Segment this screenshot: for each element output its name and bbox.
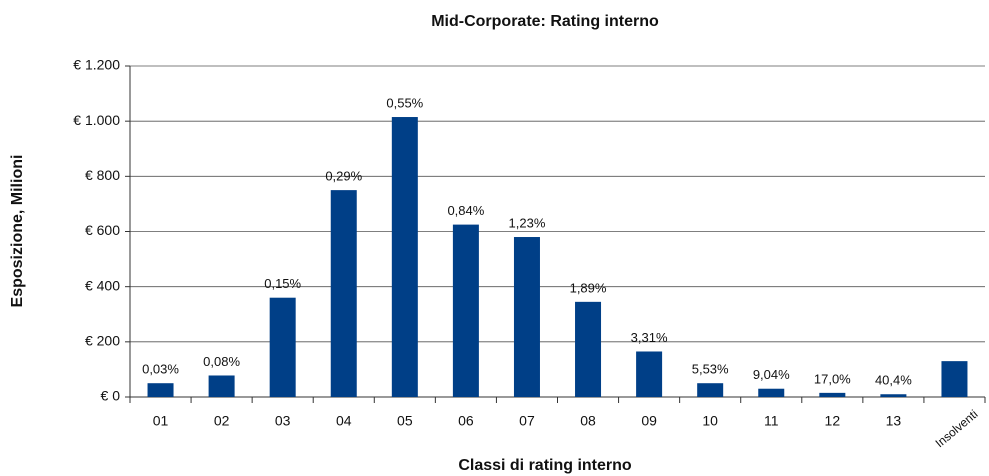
bar-annotation: 0,03% <box>142 362 179 377</box>
x-tick-label: 07 <box>519 413 535 429</box>
bar <box>330 190 357 397</box>
x-tick-label: 09 <box>641 413 657 429</box>
bar-annotation: 0,84% <box>447 203 484 218</box>
x-tick-label: 03 <box>275 413 291 429</box>
x-tick-label: 08 <box>580 413 596 429</box>
bar <box>941 361 968 397</box>
bar-annotation: 0,08% <box>203 354 240 369</box>
bar-annotation: 1,89% <box>570 280 607 295</box>
y-tick-label: € 1.200 <box>73 57 120 73</box>
x-tick-label: 04 <box>336 413 352 429</box>
x-tick-label: 12 <box>825 413 841 429</box>
chart-title: Mid-Corporate: Rating interno <box>431 13 659 30</box>
y-tick-label: € 800 <box>85 167 120 183</box>
x-tick-label: 13 <box>886 413 902 429</box>
bar-annotation: 40,4% <box>875 373 912 388</box>
x-tick-label: 05 <box>397 413 413 429</box>
x-tick-label: 01 <box>153 413 169 429</box>
x-tick-label: Insolventi <box>933 407 981 450</box>
bar-annotation: 9,04% <box>753 367 790 382</box>
bar <box>452 224 479 397</box>
bar <box>208 375 235 397</box>
bar <box>391 117 418 397</box>
y-tick-label: € 200 <box>85 333 120 349</box>
x-tick-label: 02 <box>214 413 230 429</box>
x-tick-label: 10 <box>702 413 718 429</box>
x-tick-label: 11 <box>764 413 779 429</box>
y-tick-label: € 1.000 <box>73 112 120 128</box>
y-tick-label: € 600 <box>85 222 120 238</box>
bar-annotation: 0,55% <box>386 95 423 110</box>
y-axis-title: Esposizione, Milioni <box>9 155 26 308</box>
bar <box>880 394 907 397</box>
x-tick-label: 06 <box>458 413 474 429</box>
bar <box>697 383 724 397</box>
bar-annotation: 3,31% <box>631 330 668 345</box>
y-tick-label: € 0 <box>101 388 121 404</box>
bar <box>269 297 296 397</box>
bar <box>575 301 602 397</box>
bar <box>147 383 174 397</box>
bar <box>819 392 846 397</box>
y-tick-label: € 400 <box>85 277 120 293</box>
x-axis-title: Classi di rating interno <box>458 457 632 474</box>
bar-annotation: 0,29% <box>325 169 362 184</box>
bar-annotation: 5,53% <box>692 362 729 377</box>
bar-annotation: 1,23% <box>509 215 546 230</box>
bar-annotation: 17,0% <box>814 371 851 386</box>
bar <box>513 237 540 397</box>
bar <box>758 388 785 397</box>
bar <box>636 351 663 397</box>
bar-annotation: 0,15% <box>264 276 301 291</box>
